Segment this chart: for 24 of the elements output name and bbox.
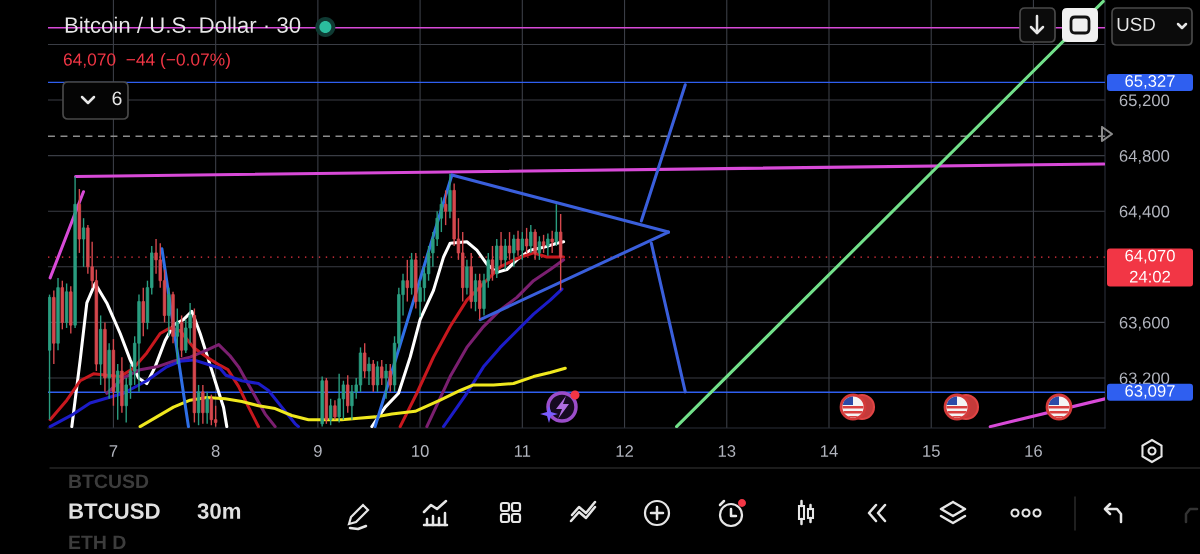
y-tick-label: 64,800 <box>1119 150 1170 164</box>
text: USD <box>1117 17 1155 32</box>
y-tick-label: 64,400 <box>1119 205 1170 220</box>
x-tick-label: 7 <box>109 445 118 457</box>
text: 64,070 −44 (−0.07%) <box>63 52 230 70</box>
x-tick-label: 13 <box>718 445 736 457</box>
x-tick-label: 16 <box>1025 445 1042 457</box>
text: BTCUSD <box>69 503 160 519</box>
text: ETH D <box>69 535 126 550</box>
text: 30m <box>197 503 241 519</box>
y-tick-label: 65,200 <box>1119 94 1170 109</box>
x-tick-label: 8 <box>211 445 220 457</box>
ref-line-label: 65,327 <box>1125 75 1175 89</box>
text: BTCUSD <box>69 474 149 489</box>
x-tick-label: 10 <box>412 445 429 457</box>
x-tick-label: 15 <box>923 445 940 457</box>
ref-line-label: 64,070 24:02 <box>1125 249 1175 283</box>
annotation: 6 <box>112 91 122 106</box>
x-tick-label: 11 <box>514 445 531 457</box>
x-tick-label: 9 <box>314 445 322 457</box>
ref-line-label: 63,097 <box>1125 384 1175 399</box>
y-tick-label: 63,600 <box>1119 316 1170 331</box>
x-tick-label: 14 <box>821 445 838 457</box>
x-tick-label: 12 <box>616 445 633 457</box>
